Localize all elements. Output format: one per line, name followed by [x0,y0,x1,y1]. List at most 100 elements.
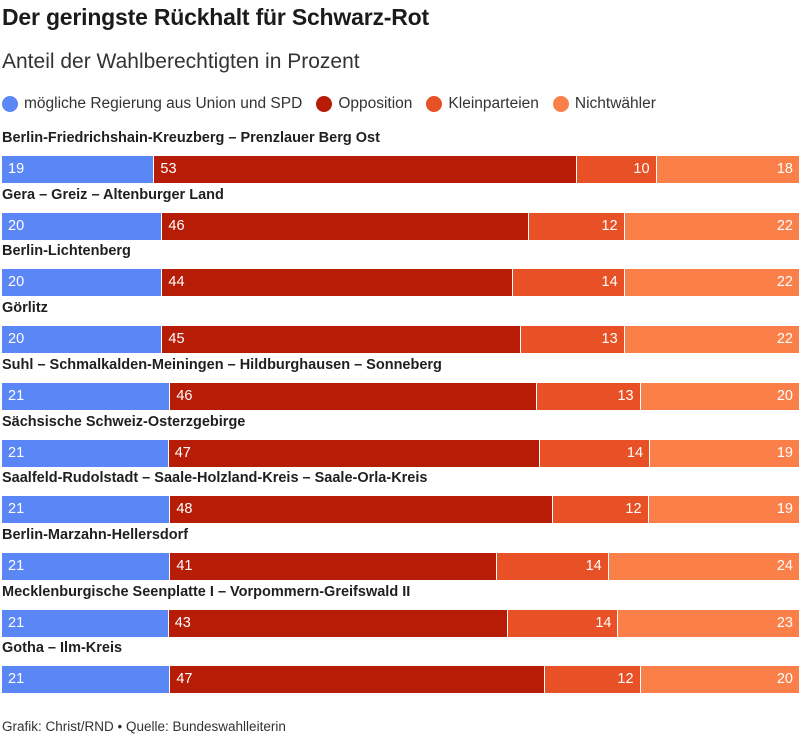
data-label: 22 [776,331,793,348]
bar-segment-nichtwaehler: 22 [623,269,799,297]
bar-segment-nichtwaehler: 24 [607,552,799,580]
data-label: 21 [8,614,25,631]
legend-dot-nichtwaehler [552,96,569,112]
legend-item-regierung: mögliche Regierung aus Union und SPD [2,95,302,113]
data-label: 24 [776,557,793,574]
bar-row: 20 44 14 22 [2,269,799,297]
data-label: 18 [776,161,793,177]
data-label: 21 [8,444,25,461]
bar-segment-regierung: 21 [2,496,170,524]
bar-segment-regierung: 21 [2,439,168,467]
legend: mögliche Regierung aus Union und SPD Opp… [2,95,656,113]
bar-segment-nichtwaehler: 19 [649,439,799,467]
bar-segment-kleinparteien: 13 [535,382,640,410]
data-label: 10 [633,161,650,177]
bar-row: 21 47 12 20 [2,666,799,694]
data-label: 22 [776,217,793,234]
data-label: 20 [776,387,793,404]
data-label: 53 [160,161,177,177]
data-label: 46 [168,217,185,234]
data-label: 12 [617,671,634,688]
data-label: 19 [776,444,793,461]
bar-segment-kleinparteien: 13 [520,326,624,354]
bar-row: 20 46 12 22 [2,212,799,240]
data-label: 47 [176,671,193,688]
data-label: 48 [176,501,193,518]
bar-row: 21 46 13 20 [2,382,799,410]
bar-segment-regierung: 20 [2,326,162,354]
bar-row: 21 43 14 23 [2,609,799,637]
bar-segment-nichtwaehler: 18 [655,156,799,183]
data-label: 20 [8,274,25,291]
data-label: 23 [776,614,793,631]
legend-label-regierung: mögliche Regierung aus Union und SPD [24,95,303,112]
bar-segment-regierung: 20 [2,212,162,240]
legend-item-nichtwaehler: Nichtwähler [552,95,656,113]
category-label: Berlin-Friedrichshain-Kreuzberg – Prenzl… [2,130,380,146]
data-label: 14 [585,557,602,574]
bar-segment-regierung: 21 [2,552,170,580]
bar-segment-nichtwaehler: 22 [623,212,799,240]
bar-row: 21 47 14 19 [2,439,799,467]
data-label: 46 [176,387,193,404]
category-label: Sächsische Schweiz-Osterzgebirge [2,413,246,430]
data-label: 21 [8,671,25,688]
legend-label-opposition: Opposition [338,95,413,112]
data-label: 19 [776,501,793,518]
data-label: 14 [595,614,612,631]
bar-segment-kleinparteien: 10 [575,156,656,183]
bar-segment-opposition: 46 [169,382,536,410]
data-label: 19 [8,161,25,177]
bar-segment-opposition: 46 [161,212,528,240]
source-footer: Grafik: Christ/RND • Quelle: Bundeswahll… [2,719,286,734]
bar-segment-regierung: 20 [2,269,162,297]
bar-segment-opposition: 41 [169,552,497,580]
bar-segment-opposition: 44 [161,269,513,297]
bar-segment-opposition: 47 [167,439,539,467]
data-label: 13 [617,387,634,404]
chart-title: Der geringste Rückhalt für Schwarz-Rot [2,4,429,30]
bar-segment-opposition: 53 [153,156,576,183]
category-label: Mecklenburgische Seenplatte I – Vorpomme… [2,583,411,600]
bar-segment-regierung: 19 [2,156,154,183]
data-label: 14 [626,444,644,461]
bar-segment-kleinparteien: 14 [507,609,618,637]
data-label: 47 [174,444,191,461]
bar-segment-kleinparteien: 12 [543,666,640,694]
bar-segment-regierung: 21 [2,382,170,410]
bar-segment-regierung: 21 [2,666,170,694]
bar-segment-nichtwaehler: 20 [639,666,799,694]
bar-segment-kleinparteien: 12 [551,496,648,524]
data-label: 21 [8,557,25,574]
category-label: Berlin-Lichtenberg [2,243,131,260]
data-label: 20 [776,671,793,688]
category-label: Berlin-Marzahn-Hellersdorf [2,526,189,543]
data-label: 20 [8,331,25,348]
bar-segment-nichtwaehler: 22 [623,326,799,354]
category-label: Gotha – Ilm-Kreis [2,640,123,657]
bar-segment-nichtwaehler: 19 [647,496,799,524]
legend-dot-opposition [316,96,333,112]
data-label: 44 [168,274,185,291]
data-label: 22 [776,274,793,291]
bar-segment-kleinparteien: 14 [512,269,624,297]
bar-segment-regierung: 21 [2,609,168,637]
data-label: 14 [601,274,618,291]
bar-segment-opposition: 45 [161,326,521,354]
stacked-bar-chart: Berlin-Friedrichshain-Kreuzberg – Prenzl… [0,130,800,700]
bar-row: 21 48 12 19 [2,496,799,524]
bar-segment-kleinparteien: 12 [528,212,624,240]
data-label: 13 [601,331,618,348]
data-label: 20 [8,217,25,234]
data-label: 21 [8,387,25,404]
data-label: 12 [625,501,642,518]
legend-label-kleinparteien: Kleinparteien [448,95,539,112]
bar-segment-opposition: 43 [167,609,508,637]
category-label: Saalfeld-Rudolstadt – Saale-Holzland-Kre… [2,470,428,487]
legend-dot-kleinparteien [426,96,443,112]
bar-row: 20 45 13 22 [2,326,799,354]
legend-label-nichtwaehler: Nichtwähler [574,95,656,112]
data-label: 41 [176,557,193,574]
legend-item-opposition: Opposition [316,95,412,113]
data-label: 45 [168,331,185,348]
